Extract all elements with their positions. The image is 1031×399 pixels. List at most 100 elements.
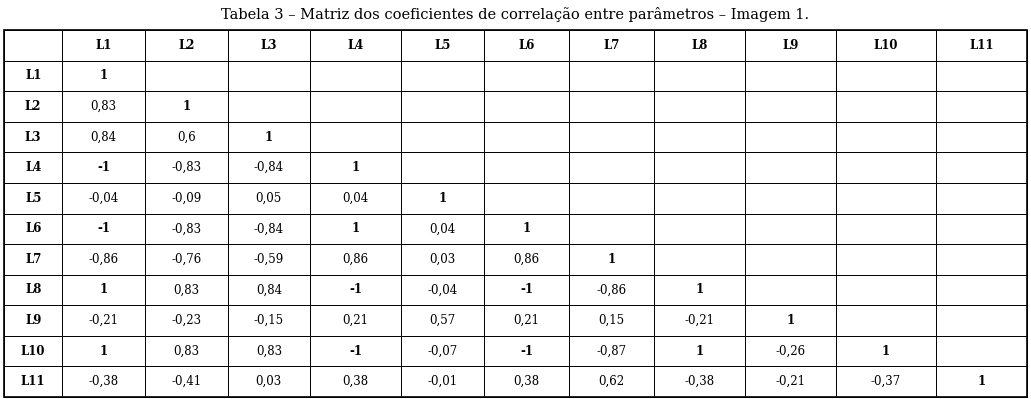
Bar <box>310 30 401 61</box>
Bar <box>654 30 745 61</box>
Text: 1: 1 <box>352 161 360 174</box>
Bar <box>745 336 836 366</box>
Text: 1: 1 <box>352 222 360 235</box>
Text: -0,41: -0,41 <box>171 375 201 388</box>
Bar <box>936 366 1027 397</box>
Text: -0,23: -0,23 <box>171 314 201 327</box>
Bar <box>62 275 145 305</box>
Bar <box>145 91 228 122</box>
Bar <box>401 366 484 397</box>
Bar <box>654 152 745 183</box>
Text: Tabela 3 – Matriz dos coeficientes de correlação entre parâmetros – Imagem 1.: Tabela 3 – Matriz dos coeficientes de co… <box>222 8 809 22</box>
Bar <box>936 122 1027 152</box>
Text: 0,04: 0,04 <box>430 222 456 235</box>
Bar <box>145 30 228 61</box>
Bar <box>569 122 654 152</box>
Bar <box>936 152 1027 183</box>
Bar <box>62 152 145 183</box>
Text: -0,76: -0,76 <box>171 253 201 266</box>
Text: -0,83: -0,83 <box>171 161 201 174</box>
Text: 0,86: 0,86 <box>513 253 539 266</box>
Text: 1: 1 <box>977 375 986 388</box>
Bar <box>62 30 145 61</box>
Bar <box>836 152 936 183</box>
Text: -0,26: -0,26 <box>775 345 806 358</box>
Bar <box>310 366 401 397</box>
Bar <box>310 305 401 336</box>
Text: 0,86: 0,86 <box>342 253 369 266</box>
Bar <box>4 336 62 366</box>
Bar <box>4 91 62 122</box>
Bar <box>4 152 62 183</box>
Text: -1: -1 <box>350 345 362 358</box>
Bar <box>145 213 228 244</box>
Bar <box>401 122 484 152</box>
Bar <box>569 213 654 244</box>
Text: -0,87: -0,87 <box>596 345 627 358</box>
Bar <box>936 91 1027 122</box>
Bar <box>936 336 1027 366</box>
Bar <box>4 305 62 336</box>
Text: 1: 1 <box>100 69 107 82</box>
Text: -1: -1 <box>97 222 110 235</box>
Bar <box>654 122 745 152</box>
Bar <box>836 122 936 152</box>
Bar <box>145 305 228 336</box>
Bar <box>228 366 310 397</box>
Bar <box>654 336 745 366</box>
Text: L4: L4 <box>347 39 364 52</box>
Text: 1: 1 <box>100 283 107 296</box>
Bar <box>836 305 936 336</box>
Text: L2: L2 <box>25 100 41 113</box>
Bar <box>654 183 745 213</box>
Text: -0,04: -0,04 <box>89 192 119 205</box>
Bar <box>936 213 1027 244</box>
Bar <box>401 336 484 366</box>
Text: -0,15: -0,15 <box>254 314 284 327</box>
Text: L10: L10 <box>874 39 898 52</box>
Text: 0,21: 0,21 <box>342 314 369 327</box>
Bar <box>228 61 310 91</box>
Text: L3: L3 <box>25 130 41 144</box>
Text: 0,03: 0,03 <box>256 375 282 388</box>
Bar <box>654 305 745 336</box>
Bar <box>745 183 836 213</box>
Bar <box>484 275 569 305</box>
Bar <box>228 30 310 61</box>
Text: -0,01: -0,01 <box>428 375 458 388</box>
Bar <box>4 183 62 213</box>
Bar <box>310 213 401 244</box>
Text: 0,84: 0,84 <box>91 130 117 144</box>
Text: -0,38: -0,38 <box>89 375 119 388</box>
Bar <box>4 61 62 91</box>
Text: -0,59: -0,59 <box>254 253 284 266</box>
Bar <box>745 244 836 275</box>
Text: 1: 1 <box>607 253 616 266</box>
Bar <box>62 122 145 152</box>
Bar <box>745 61 836 91</box>
Bar <box>310 122 401 152</box>
Bar <box>836 183 936 213</box>
Bar <box>836 244 936 275</box>
Text: -1: -1 <box>520 283 533 296</box>
Text: 0,83: 0,83 <box>173 283 199 296</box>
Bar <box>228 305 310 336</box>
Text: 1: 1 <box>100 345 107 358</box>
Bar <box>145 275 228 305</box>
Bar <box>836 275 936 305</box>
Bar <box>145 183 228 213</box>
Text: L4: L4 <box>25 161 41 174</box>
Text: L8: L8 <box>25 283 41 296</box>
Bar <box>310 275 401 305</box>
Text: -0,84: -0,84 <box>254 222 284 235</box>
Text: 1: 1 <box>882 345 890 358</box>
Bar <box>745 152 836 183</box>
Bar <box>228 213 310 244</box>
Text: 0,83: 0,83 <box>91 100 117 113</box>
Bar <box>569 275 654 305</box>
Bar <box>836 366 936 397</box>
Bar <box>936 244 1027 275</box>
Text: -0,84: -0,84 <box>254 161 284 174</box>
Bar <box>4 366 62 397</box>
Text: L2: L2 <box>178 39 195 52</box>
